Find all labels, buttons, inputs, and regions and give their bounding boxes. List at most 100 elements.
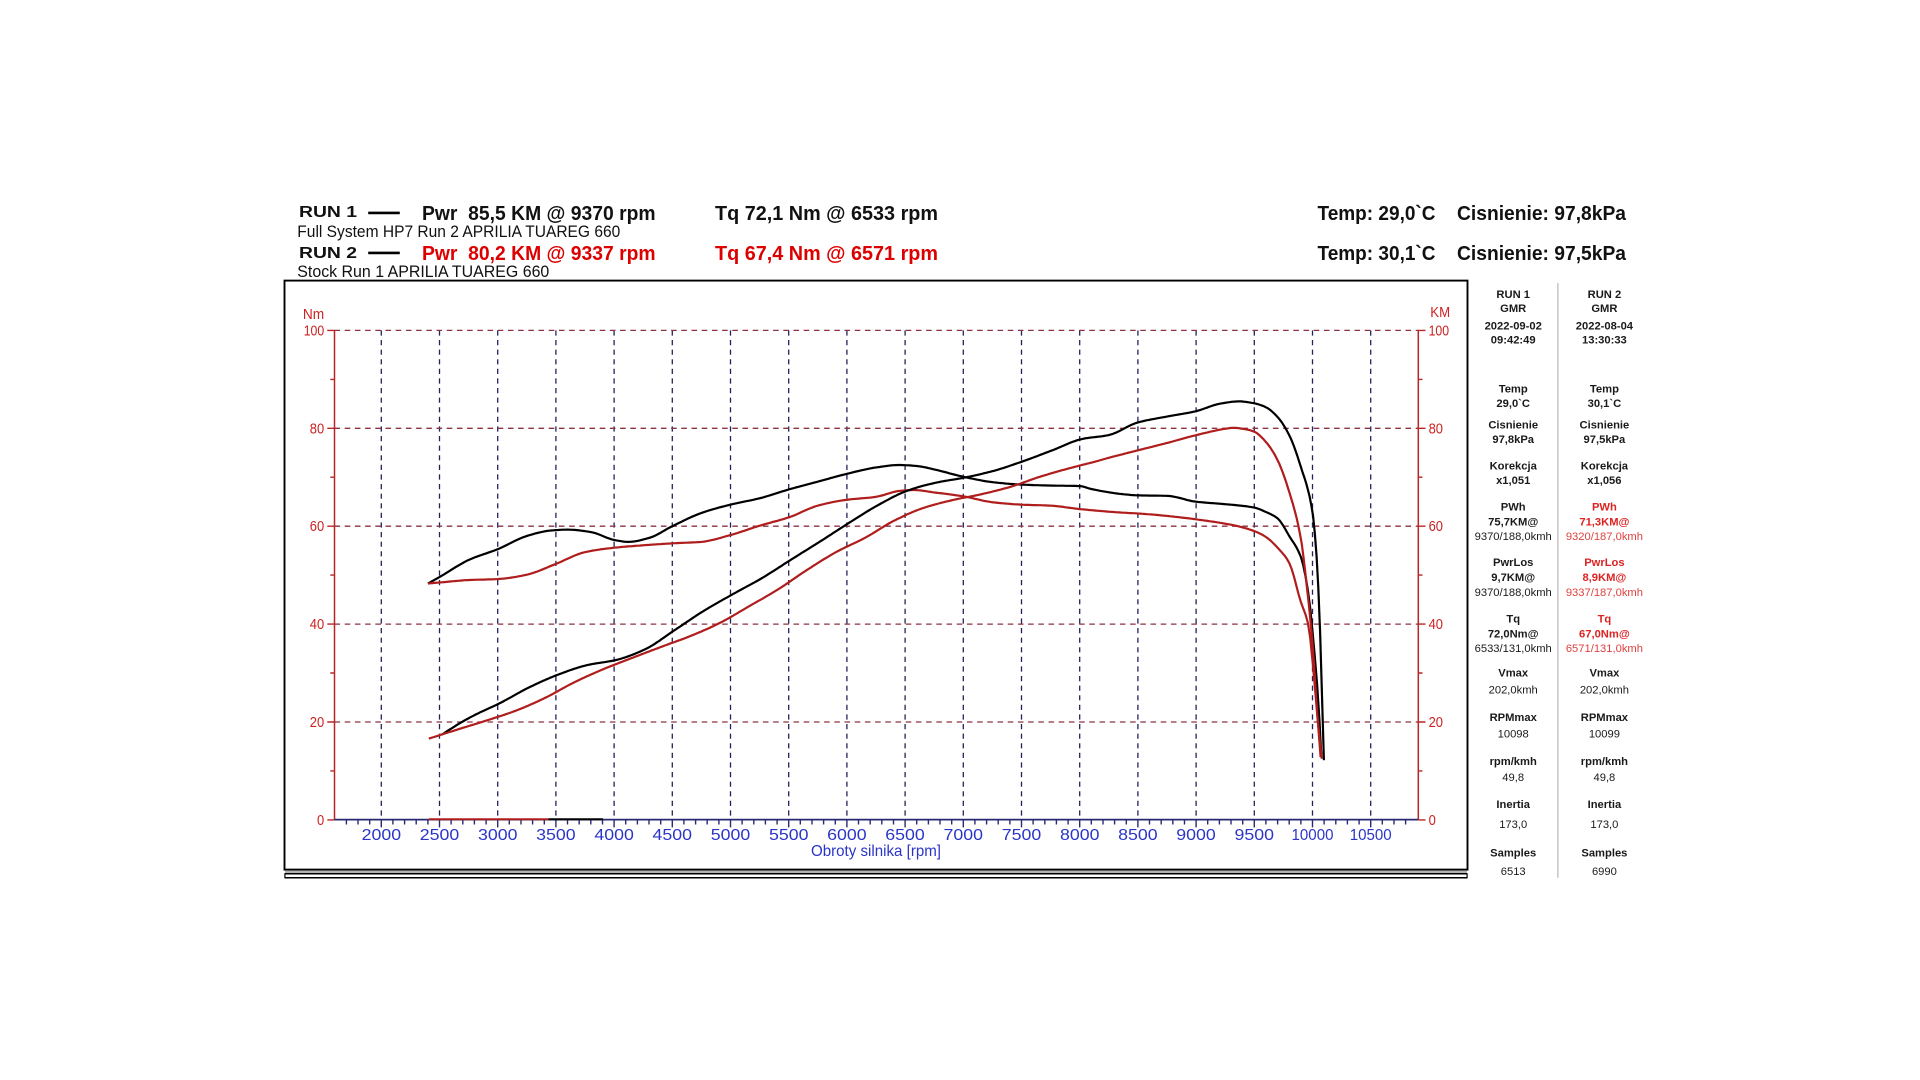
- svg-text:2022-09-02: 2022-09-02: [1485, 321, 1542, 333]
- svg-text:Nm: Nm: [303, 306, 324, 323]
- svg-text:60: 60: [1429, 519, 1443, 535]
- svg-text:Samples: Samples: [1581, 848, 1627, 860]
- svg-text:Cisnienie: 97,8kPa: Cisnienie: 97,8kPa: [1457, 203, 1627, 225]
- svg-text:9337/187,0kmh: 9337/187,0kmh: [1566, 587, 1643, 599]
- svg-text:202,0kmh: 202,0kmh: [1580, 685, 1629, 697]
- svg-text:3000: 3000: [478, 827, 518, 844]
- svg-text:10098: 10098: [1498, 728, 1529, 740]
- svg-text:6513: 6513: [1501, 866, 1526, 878]
- svg-text:80: 80: [310, 421, 324, 437]
- svg-text:6990: 6990: [1592, 866, 1617, 878]
- svg-text:Cisnienie: Cisnienie: [1580, 419, 1630, 431]
- svg-text:RUN 1: RUN 1: [299, 204, 357, 221]
- svg-text:Korekcja: Korekcja: [1490, 461, 1538, 473]
- svg-text:rpm/kmh: rpm/kmh: [1490, 756, 1537, 768]
- svg-text:Pwr 85,5 KM @ 9370 rpm: Pwr 85,5 KM @ 9370 rpm: [422, 203, 656, 225]
- svg-text:9500: 9500: [1235, 827, 1275, 844]
- svg-text:9000: 9000: [1176, 827, 1216, 844]
- svg-text:6571/131,0kmh: 6571/131,0kmh: [1566, 643, 1643, 655]
- svg-text:20: 20: [1429, 715, 1443, 731]
- svg-text:173,0: 173,0: [1499, 819, 1527, 831]
- svg-text:Pwr 80,2 KM @ 9337 rpm: Pwr 80,2 KM @ 9337 rpm: [422, 243, 656, 265]
- svg-text:10500: 10500: [1350, 827, 1392, 844]
- svg-text:PWh: PWh: [1501, 502, 1526, 514]
- svg-text:5500: 5500: [769, 827, 809, 844]
- svg-text:GMR: GMR: [1500, 303, 1526, 315]
- svg-text:9320/187,0kmh: 9320/187,0kmh: [1566, 531, 1643, 543]
- svg-text:RUN 2: RUN 2: [299, 245, 357, 262]
- svg-text:8,9KM@: 8,9KM@: [1582, 572, 1626, 584]
- svg-text:Inertia: Inertia: [1588, 799, 1622, 811]
- svg-text:x1,056: x1,056: [1587, 475, 1621, 487]
- svg-text:4500: 4500: [653, 827, 693, 844]
- svg-text:6533/131,0kmh: 6533/131,0kmh: [1475, 643, 1552, 655]
- svg-text:Temp: Temp: [1499, 384, 1528, 396]
- svg-text:RUN 2: RUN 2: [1588, 289, 1622, 301]
- svg-text:0: 0: [317, 813, 324, 829]
- svg-text:4000: 4000: [594, 827, 634, 844]
- svg-text:Stock Run 1 APRILIA TUAREG 660: Stock Run 1 APRILIA TUAREG 660: [297, 262, 549, 281]
- svg-text:7000: 7000: [944, 827, 984, 844]
- svg-text:8000: 8000: [1060, 827, 1100, 844]
- svg-text:9370/188,0kmh: 9370/188,0kmh: [1475, 587, 1552, 599]
- svg-text:49,8: 49,8: [1594, 772, 1616, 784]
- svg-text:7500: 7500: [1002, 827, 1042, 844]
- svg-text:Temp: 30,1`C: Temp: 30,1`C: [1318, 243, 1436, 265]
- svg-text:20: 20: [310, 715, 324, 731]
- svg-text:GMR: GMR: [1591, 303, 1617, 315]
- svg-text:30,1`C: 30,1`C: [1588, 398, 1622, 410]
- svg-text:PwrLos: PwrLos: [1493, 557, 1533, 569]
- svg-text:0: 0: [1429, 813, 1436, 829]
- svg-text:2022-08-04: 2022-08-04: [1576, 321, 1634, 333]
- svg-text:97,8kPa: 97,8kPa: [1492, 434, 1534, 446]
- svg-text:6500: 6500: [885, 827, 925, 844]
- svg-text:RPMmax: RPMmax: [1581, 712, 1629, 724]
- svg-text:80: 80: [1429, 421, 1443, 437]
- svg-text:40: 40: [310, 617, 324, 633]
- svg-text:10000: 10000: [1292, 827, 1334, 844]
- svg-text:67,0Nm@: 67,0Nm@: [1579, 628, 1630, 640]
- svg-text:202,0kmh: 202,0kmh: [1489, 685, 1538, 697]
- svg-text:40: 40: [1429, 617, 1443, 633]
- svg-text:6000: 6000: [827, 827, 867, 844]
- svg-text:09:42:49: 09:42:49: [1491, 335, 1536, 347]
- svg-text:rpm/kmh: rpm/kmh: [1581, 756, 1628, 768]
- svg-text:9370/188,0kmh: 9370/188,0kmh: [1475, 531, 1552, 543]
- svg-text:100: 100: [304, 323, 325, 339]
- svg-text:173,0: 173,0: [1590, 819, 1618, 831]
- svg-text:PWh: PWh: [1592, 502, 1617, 514]
- svg-text:Cisnienie: Cisnienie: [1488, 419, 1538, 431]
- svg-text:97,5kPa: 97,5kPa: [1584, 434, 1626, 446]
- svg-text:2500: 2500: [420, 827, 460, 844]
- svg-text:x1,051: x1,051: [1496, 475, 1530, 487]
- svg-text:Tq: Tq: [1598, 613, 1612, 625]
- svg-text:75,7KM@: 75,7KM@: [1488, 517, 1538, 529]
- svg-text:Full System HP7 Run 2 APRILIA: Full System HP7 Run 2 APRILIA TUAREG 660: [297, 222, 620, 241]
- svg-text:Inertia: Inertia: [1496, 799, 1530, 811]
- svg-text:Obroty silnika [rpm]: Obroty silnika [rpm]: [811, 843, 941, 860]
- svg-text:13:30:33: 13:30:33: [1582, 335, 1627, 347]
- svg-text:Tq 72,1 Nm @ 6533 rpm: Tq 72,1 Nm @ 6533 rpm: [715, 203, 938, 225]
- svg-text:PwrLos: PwrLos: [1584, 557, 1624, 569]
- svg-text:10099: 10099: [1589, 728, 1620, 740]
- svg-text:9,7KM@: 9,7KM@: [1491, 572, 1535, 584]
- svg-text:RUN 1: RUN 1: [1496, 289, 1530, 301]
- svg-text:Tq 67,4 Nm @ 6571 rpm: Tq 67,4 Nm @ 6571 rpm: [715, 243, 938, 265]
- svg-text:RPMmax: RPMmax: [1490, 712, 1538, 724]
- svg-text:5000: 5000: [711, 827, 751, 844]
- svg-text:KM: KM: [1430, 304, 1450, 321]
- svg-text:Vmax: Vmax: [1498, 668, 1529, 680]
- svg-text:29,0`C: 29,0`C: [1496, 398, 1530, 410]
- svg-text:49,8: 49,8: [1502, 772, 1524, 784]
- svg-text:Temp: Temp: [1590, 384, 1619, 396]
- svg-text:3500: 3500: [536, 827, 576, 844]
- svg-text:Korekcja: Korekcja: [1581, 461, 1629, 473]
- svg-text:Samples: Samples: [1490, 848, 1536, 860]
- svg-text:Cisnienie: 97,5kPa: Cisnienie: 97,5kPa: [1457, 243, 1627, 265]
- svg-text:60: 60: [310, 519, 324, 535]
- svg-text:Vmax: Vmax: [1589, 668, 1620, 680]
- svg-text:2000: 2000: [362, 827, 402, 844]
- svg-text:Tq: Tq: [1506, 613, 1520, 625]
- svg-text:71,3KM@: 71,3KM@: [1579, 517, 1629, 529]
- svg-text:8500: 8500: [1118, 827, 1158, 844]
